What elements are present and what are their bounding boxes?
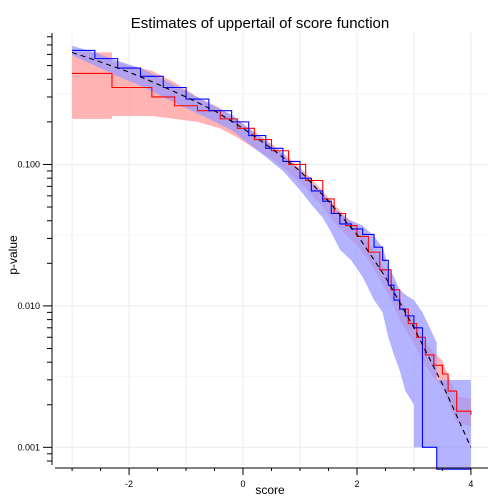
y-tick-label: 0.010 <box>17 301 40 311</box>
series-line-2 <box>72 49 471 470</box>
x-tick-label: -2 <box>125 479 133 489</box>
x-axis-label: score <box>255 483 285 497</box>
y-tick-label: 0.100 <box>17 159 40 169</box>
x-tick-label: 0 <box>241 479 246 489</box>
y-axis: 0.001 0.010 0.100 <box>17 33 53 465</box>
x-axis: -2 0 2 4 <box>55 467 488 489</box>
confidence-band-1 <box>72 52 471 427</box>
x-tick-label: 2 <box>354 479 359 489</box>
confidence-bands <box>72 45 471 470</box>
plot-area <box>55 33 488 470</box>
confidence-band-2 <box>72 45 471 470</box>
x-tick-label: 4 <box>468 479 473 489</box>
series-line-3 <box>71 51 472 448</box>
y-axis-label: p-value <box>6 235 20 275</box>
series-lines <box>71 49 472 470</box>
chart-title: Estimates of uppertail of score function <box>131 15 389 32</box>
y-tick-label: 0.001 <box>17 442 40 452</box>
